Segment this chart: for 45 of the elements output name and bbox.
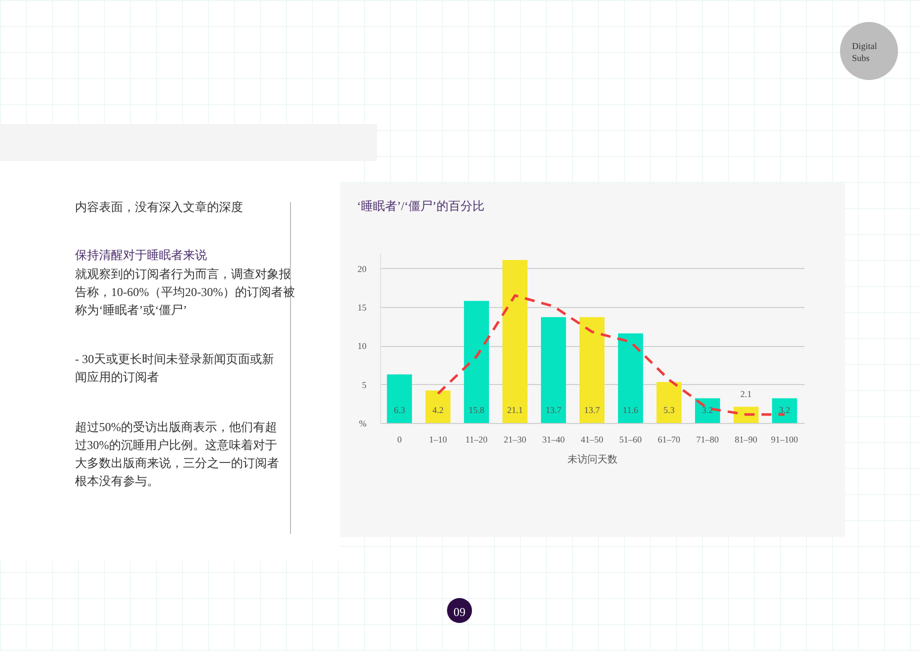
bar xyxy=(386,374,412,423)
x-tick-label: 61–70 xyxy=(658,434,681,444)
x-tick-label: 41–50 xyxy=(580,434,604,444)
y-tick-label: 5 xyxy=(362,380,367,390)
x-tick-label: 81–90 xyxy=(734,434,758,444)
text: 保持清醒对于睡眠者来说 xyxy=(75,247,208,264)
y-tick-label: % xyxy=(359,418,367,428)
text: 内容表面，没有深入文章的深度 xyxy=(75,199,244,216)
x-tick-label: 11–20 xyxy=(465,434,488,444)
x-tick-label: 21–30 xyxy=(504,434,527,444)
text: - 30天或更长时间未登录新闻页面或新闻应用的订阅者 xyxy=(75,351,275,386)
text: 超过50%的受访出版商表示，他们有超过30%的沉睡用户比例。这意味着对于大多数出版商来说，三分之一的订阅者根本没有参与。 xyxy=(75,419,280,490)
bar xyxy=(502,260,528,423)
bar xyxy=(656,382,682,423)
x-tick-label: 0 xyxy=(397,434,402,444)
chart-title: ‘睡眠者’/‘僵尸’的百分比 xyxy=(357,199,484,213)
bar xyxy=(425,390,450,423)
data-label: 13.7 xyxy=(546,405,562,415)
data-label: 21.1 xyxy=(507,405,523,415)
data-label: 11.6 xyxy=(622,405,639,415)
bar xyxy=(540,317,566,423)
data-label: 5.3 xyxy=(663,405,676,415)
data-label: 6.3 xyxy=(394,405,406,415)
y-tick-label: 20 xyxy=(358,264,367,274)
data-label: 13.7 xyxy=(584,405,600,415)
bar xyxy=(734,406,759,423)
bar xyxy=(579,317,605,423)
data-label: 2.1 xyxy=(740,388,752,399)
text: 09 xyxy=(452,604,466,621)
y-tick-label: 10 xyxy=(358,341,367,352)
x-tick-label: 71–80 xyxy=(696,434,720,444)
x-axis-title: 未访问天数 xyxy=(568,454,618,466)
bar xyxy=(464,300,489,423)
bar xyxy=(618,333,644,423)
data-label: 15.8 xyxy=(468,405,485,415)
text: Digital Subs xyxy=(852,40,878,64)
data-label: 4.2 xyxy=(432,405,444,415)
data-label: 3.2 xyxy=(778,405,790,415)
x-tick-label: 1–10 xyxy=(428,434,448,444)
bar xyxy=(772,398,798,423)
x-tick-label: 91–100 xyxy=(771,434,799,444)
text: 就观察到的订阅者行为而言，调查对象报告称，10-60%（平均20-30%）的订阅者被称为‘睡眠者’或‘僵尸’ xyxy=(75,266,296,319)
x-tick-label: 31–40 xyxy=(542,434,566,444)
y-tick-label: 15 xyxy=(358,302,367,313)
x-tick-label: 51–60 xyxy=(619,434,642,444)
